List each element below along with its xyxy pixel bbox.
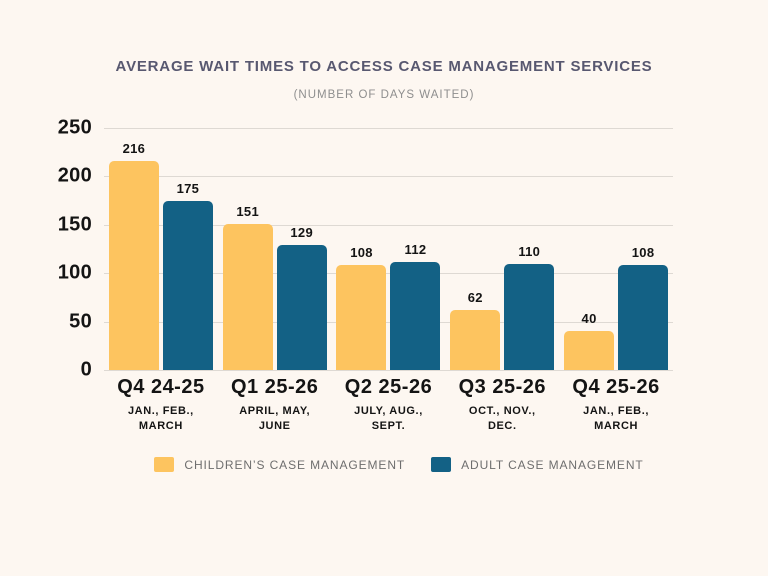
months-label: OCT., NOV., DEC. — [468, 405, 536, 432]
legend-label: CHILDREN’S CASE MANAGEMENT — [184, 457, 406, 472]
bar-value-label: 175 — [176, 180, 200, 196]
x-axis-category: Q4 24-25 JAN., FEB., MARCH — [104, 376, 218, 434]
legend-label: ADULT CASE MANAGEMENT — [461, 457, 644, 472]
gridline — [104, 224, 673, 226]
months-label: JULY, AUG., SEPT. — [354, 405, 423, 432]
bar-group: 151 129 — [218, 128, 332, 370]
chart-title: AVERAGE WAIT TIMES TO ACCESS CASE MANAGE… — [115, 58, 653, 75]
x-axis-labels: Q4 24-25 JAN., FEB., MARCH Q1 25-26 APRIL, … — [104, 376, 673, 434]
bar-column: 112 — [390, 241, 441, 370]
bar-value-label: 108 — [631, 245, 655, 261]
months-label: JAN., FEB., MARCH — [127, 405, 194, 432]
y-tick-label: 100 — [57, 261, 92, 284]
y-tick-label: 50 — [69, 310, 92, 333]
y-tick-label: 200 — [57, 164, 92, 187]
legend: CHILDREN’S CASE MANAGEMENT ADULT CASE MAN… — [0, 457, 768, 472]
quarter-label: Q3 25-26 — [458, 376, 546, 398]
bar-children-case-management — [222, 223, 273, 370]
bar-children-case-management — [564, 331, 615, 370]
bar-adult-case-management — [618, 265, 669, 370]
legend-item: ADULT CASE MANAGEMENT — [431, 457, 643, 472]
bar-adult-case-management — [390, 261, 441, 370]
gridline — [104, 273, 673, 275]
gridline — [104, 370, 673, 371]
bar-value-label: 112 — [404, 241, 427, 257]
bar-value-label: 40 — [581, 311, 597, 327]
legend-swatch — [154, 457, 175, 472]
bar-adult-case-management — [504, 263, 555, 370]
quarter-label: Q1 25-26 — [231, 376, 319, 398]
bar-children-case-management — [450, 309, 501, 370]
bar-column: 110 — [504, 243, 555, 370]
bar-adult-case-management — [162, 200, 213, 370]
bar-column: 108 — [336, 245, 387, 370]
bar-value-label: 129 — [290, 225, 313, 241]
x-axis-category: Q2 25-26 JULY, AUG., SEPT. — [332, 376, 446, 434]
bar-group: 108 112 — [332, 128, 446, 370]
bar-group: 216 175 — [104, 128, 218, 370]
quarter-label: Q2 25-26 — [344, 376, 433, 398]
plot-area: 216 175 151 129 108 112 62 110 40 108 — [104, 128, 673, 371]
x-axis-category: Q1 25-26 APRIL, MAY, JUNE — [218, 376, 332, 434]
bar-column: 216 — [108, 140, 159, 370]
bar-column: 62 — [450, 289, 501, 370]
bar-value-label: 108 — [350, 245, 373, 261]
bar-column: 129 — [276, 225, 327, 370]
bar-value-label: 216 — [122, 140, 146, 156]
bar-value-label: 62 — [467, 289, 483, 305]
y-tick-label: 0 — [80, 358, 92, 381]
quarter-label: Q4 24-25 — [117, 376, 205, 398]
months-label: JAN., FEB., MARCH — [583, 405, 650, 432]
bar-column: 151 — [222, 203, 273, 370]
legend-swatch — [431, 457, 452, 472]
x-axis-category: Q3 25-26 OCT., NOV., DEC. — [445, 376, 559, 434]
bar-children-case-management — [108, 160, 159, 370]
gridline — [104, 176, 673, 178]
bar-column: 175 — [162, 180, 213, 370]
bar-adult-case-management — [276, 245, 327, 370]
months-label: APRIL, MAY, JUNE — [239, 405, 311, 432]
y-tick-label: 150 — [57, 213, 92, 236]
legend-item: CHILDREN’S CASE MANAGEMENT — [154, 457, 405, 472]
gridline — [104, 128, 673, 129]
gridline — [104, 321, 673, 323]
bar-children-case-management — [336, 265, 387, 370]
bar-group: 62 110 — [445, 128, 559, 370]
bar-groups: 216 175 151 129 108 112 62 110 40 108 — [104, 128, 673, 370]
bar-column: 40 — [564, 311, 615, 370]
chart-subtitle: (NUMBER OF DAYS WAITED) — [293, 89, 475, 101]
y-axis: 0 50 100 150 200 250 — [36, 0, 92, 576]
quarter-label: Q4 25-26 — [572, 376, 660, 398]
bar-value-label: 110 — [518, 243, 541, 259]
y-tick-label: 250 — [57, 116, 92, 139]
x-axis-category: Q4 25-26 JAN., FEB., MARCH — [559, 376, 673, 434]
bar-value-label: 151 — [236, 203, 259, 219]
bar-group: 40 108 — [559, 128, 673, 370]
bar-column: 108 — [618, 245, 669, 370]
